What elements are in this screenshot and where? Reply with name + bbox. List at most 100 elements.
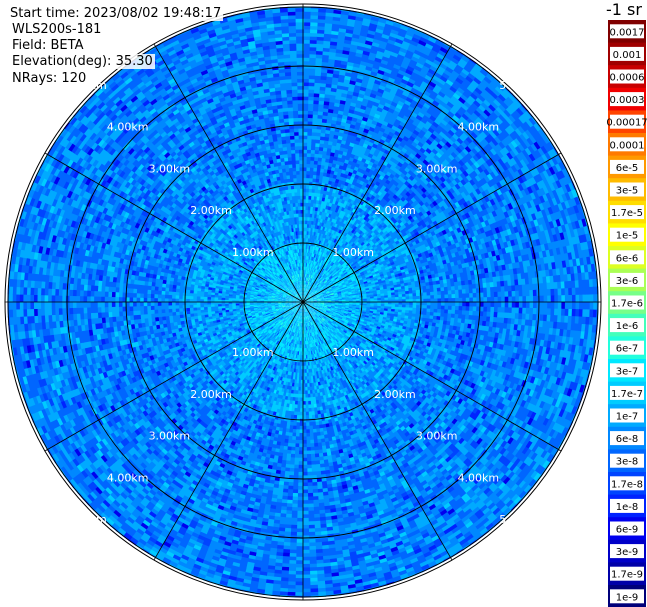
beta-cell [321, 121, 328, 127]
beta-cell [315, 174, 321, 180]
beta-cell [303, 195, 307, 200]
beta-cell [320, 186, 325, 191]
beta-cell [303, 57, 311, 62]
beta-cell [307, 142, 313, 147]
beta-cell [303, 248, 305, 253]
beta-cell [308, 85, 316, 90]
beta-cell [308, 270, 310, 275]
beta-cell [311, 188, 316, 193]
beta-cell [310, 7, 320, 13]
beta-cell [313, 264, 317, 269]
beta-cell [306, 163, 311, 168]
beta-cell [303, 290, 305, 295]
beta-cell [384, 23, 394, 30]
beta-cell [308, 74, 316, 80]
beta-cell [321, 240, 325, 246]
beta-cell [325, 129, 331, 135]
beta-cell [303, 244, 305, 249]
beta-cell [313, 260, 316, 265]
beta-cell [304, 280, 306, 285]
beta-cell [309, 277, 312, 283]
beta-cell [319, 236, 323, 241]
beta-cell [309, 43, 318, 48]
beta-cell [314, 78, 322, 84]
beta-cell [306, 174, 311, 179]
beta-cell [318, 153, 324, 159]
beta-cell [303, 198, 307, 203]
beta-cell [313, 89, 321, 94]
beta-cell [320, 135, 326, 141]
beta-cell [310, 14, 320, 20]
beta-cell [310, 263, 313, 268]
beta-cell [327, 115, 334, 121]
beta-cell [305, 202, 309, 207]
beta-cell [303, 294, 305, 299]
beta-cell [314, 71, 323, 77]
beta-cell [303, 191, 307, 196]
beta-cell [303, 209, 306, 214]
beta-cell [306, 273, 309, 278]
beta-cell [373, 34, 383, 41]
beta-cell [303, 117, 309, 122]
beta-cell [303, 290, 304, 295]
beta-cell [308, 198, 312, 204]
beta-cell [312, 170, 318, 176]
beta-cell [378, 17, 388, 25]
beta-cell [320, 128, 327, 134]
beta-cell [321, 118, 328, 124]
beta-cell [319, 93, 326, 98]
beta-cell [303, 42, 311, 48]
beta-cell [304, 287, 307, 292]
beta-cell [308, 262, 311, 268]
beta-cell [317, 164, 322, 169]
beta-cell [322, 226, 326, 231]
beta-cell [306, 237, 309, 243]
beta-cell [310, 206, 314, 211]
beta-cell [309, 57, 317, 62]
beta-cell [303, 219, 306, 225]
beta-cell [314, 85, 321, 91]
beta-cell [307, 280, 309, 285]
beta-cell [307, 213, 311, 218]
beta-cell [303, 280, 305, 285]
beta-cell [317, 189, 322, 194]
beta-cell [306, 284, 309, 289]
beta-cell [303, 106, 309, 111]
beta-cell [312, 260, 315, 265]
beta-cell [313, 249, 316, 254]
beta-cell [309, 209, 314, 215]
beta-cell [303, 294, 305, 299]
beta-cell [303, 32, 312, 37]
beta-cell [310, 202, 314, 207]
beta-cell [303, 135, 309, 140]
beta-cell [370, 44, 380, 52]
beta-cell [320, 189, 325, 195]
beta-cell [308, 227, 312, 232]
beta-cell [303, 67, 311, 73]
beta-cell [306, 156, 312, 161]
beta-cell [303, 287, 304, 292]
beta-cell [305, 284, 308, 289]
beta-cell [303, 92, 310, 97]
beta-cell [309, 274, 312, 279]
beta-cell [321, 161, 326, 166]
beta-cell [307, 277, 310, 282]
beta-cell [307, 284, 310, 289]
beta-cell [315, 53, 324, 59]
beta-cell [316, 121, 323, 127]
beta-cell [304, 294, 306, 299]
beta-cell [310, 21, 319, 27]
beta-cell [305, 212, 309, 218]
beta-cell [306, 266, 308, 271]
beta-cell [305, 291, 307, 296]
beta-cell [304, 273, 307, 278]
beta-cell [303, 85, 310, 90]
beta-cell [306, 159, 312, 165]
beta-cell [308, 281, 311, 286]
beta-cell [303, 74, 310, 80]
beta-cell [379, 40, 389, 47]
beta-cell [317, 18, 327, 24]
beta-cell [303, 96, 310, 101]
beta-cell [308, 202, 312, 207]
beta-cell [317, 22, 327, 27]
